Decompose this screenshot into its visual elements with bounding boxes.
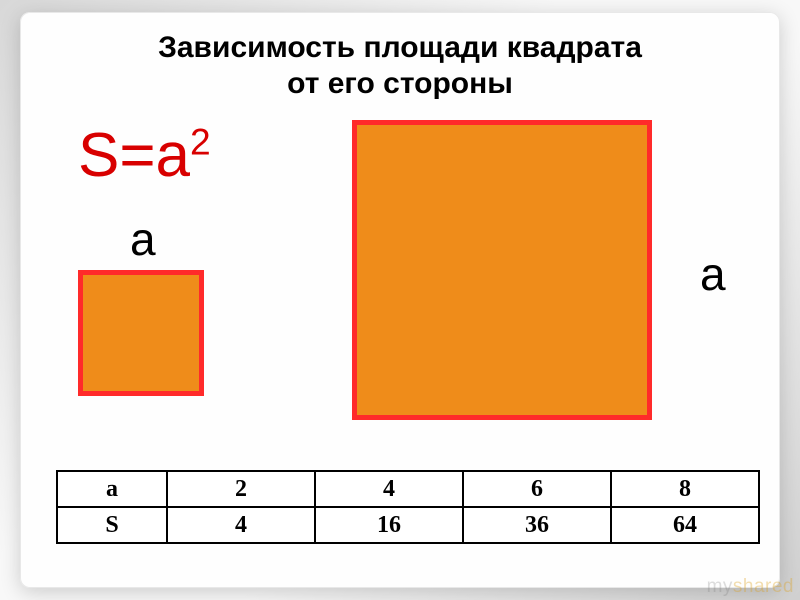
title-line-2: от его стороны [287, 67, 513, 100]
square-large [352, 120, 652, 420]
slide-title: Зависимость площади квадрата от его стор… [20, 30, 780, 102]
table-cell: 36 [463, 507, 611, 543]
table-cell: 8 [611, 471, 759, 507]
table-row: S4163664 [57, 507, 759, 543]
data-table: a2468S4163664 [56, 470, 760, 544]
square-small [78, 270, 204, 396]
label-a-large: a [700, 247, 726, 301]
table-body: a2468S4163664 [57, 471, 759, 543]
table-cell: S [57, 507, 167, 543]
table-cell: 4 [315, 471, 463, 507]
table-cell: 2 [167, 471, 315, 507]
label-a-small: a [130, 212, 156, 266]
watermark-accent: shared [733, 576, 794, 597]
table-row: a2468 [57, 471, 759, 507]
formula: S=a2 [78, 120, 211, 191]
table-cell: 64 [611, 507, 759, 543]
table-cell: 4 [167, 507, 315, 543]
table-cell: 6 [463, 471, 611, 507]
table-cell: a [57, 471, 167, 507]
title-line-1: Зависимость площади квадрата [158, 31, 642, 64]
watermark: myshared [707, 576, 794, 598]
slide: Зависимость площади квадрата от его стор… [20, 12, 780, 588]
watermark-prefix: my [707, 576, 733, 597]
table-cell: 16 [315, 507, 463, 543]
